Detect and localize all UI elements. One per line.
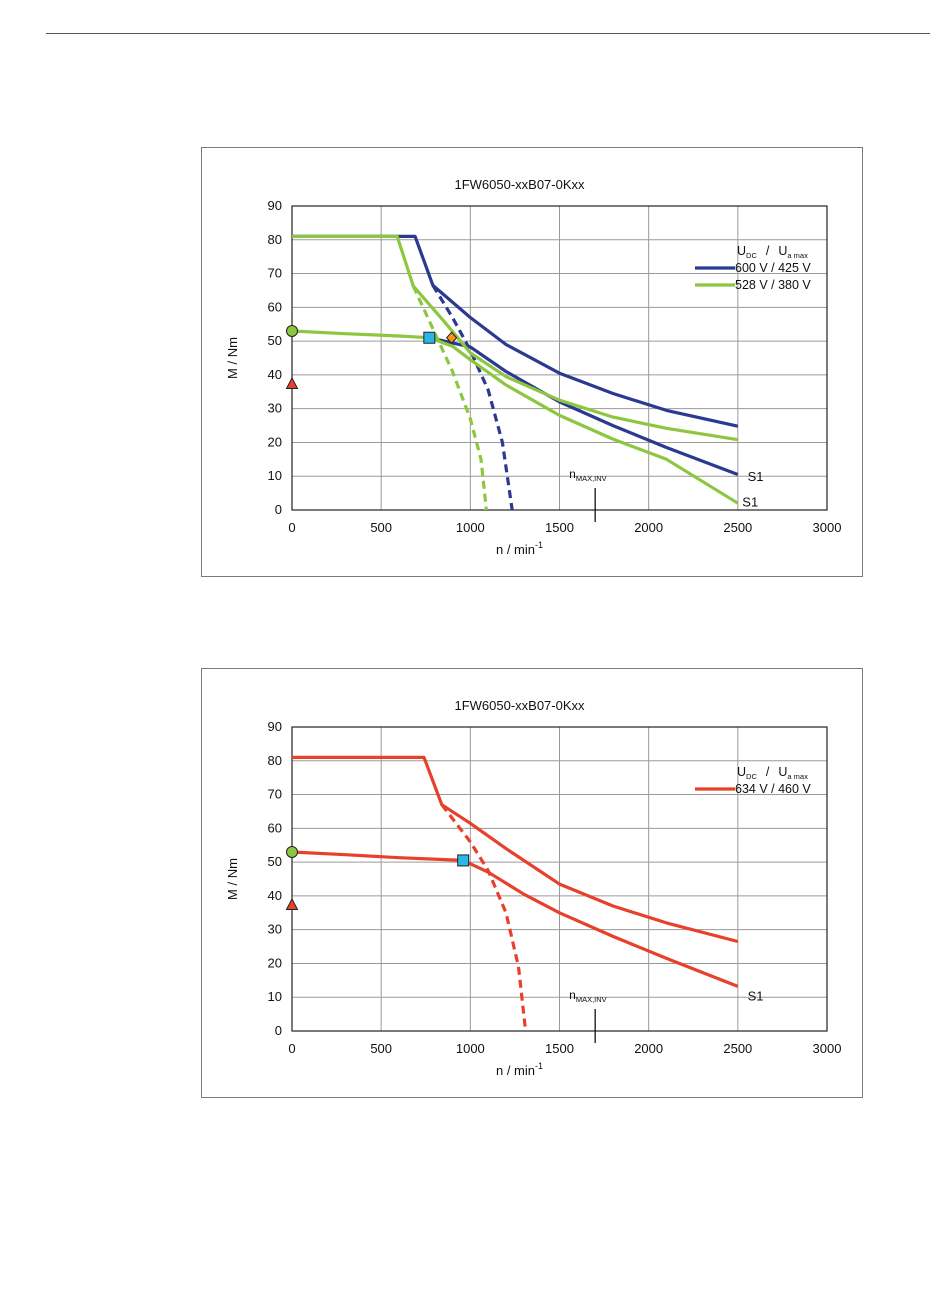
c1-xtick-label-0: 0 <box>288 520 295 535</box>
c2-plot-area <box>291 726 828 1032</box>
c2-marker-square-2 <box>457 854 470 867</box>
c1-xlabel: n / min-1 <box>496 540 543 557</box>
c1-legend-label-0: 600 V / 425 V <box>735 261 811 275</box>
c1-series-line-5 <box>411 285 488 511</box>
c1-xtick-label-1: 500 <box>370 520 392 535</box>
chart-svg-2: 0 10 20 30 40 50 60 70 80 90 0 500 1000 1500 2000 2500 3… <box>225 698 842 1078</box>
c1-plot-area <box>291 205 828 511</box>
c1-legend-u: U <box>737 244 746 258</box>
c1-ytick-label-1: 10 <box>268 468 282 483</box>
c2-ytick-label-1: 10 <box>268 989 282 1004</box>
chart-svg-1: 0 10 20 30 40 50 60 70 80 90 0 500 1000 1500 2000 2500 3… <box>225 177 842 557</box>
c1-series-line-4 <box>291 329 739 505</box>
c2-ytick-label-0: 0 <box>275 1023 282 1038</box>
c1-ytick-label-8: 80 <box>268 232 282 247</box>
c2-xlabel: n / min-1 <box>496 1061 543 1078</box>
c2-xtick-label-3: 1500 <box>545 1041 574 1056</box>
c1-ylabel: M / Nm <box>225 337 240 379</box>
c1-annotation-s1-0: S1 <box>748 469 764 484</box>
c2-series-line-1 <box>291 850 739 988</box>
c1-marker-circle-0 <box>286 324 298 337</box>
c1-xtick-label-5: 2500 <box>723 520 752 535</box>
c1-series-line-3 <box>292 234 739 442</box>
c1-legend-header: UDC / Ua max <box>737 244 808 260</box>
c1-marker-diamond-3 <box>445 331 458 344</box>
c2-xlabel-sup: -1 <box>535 1061 543 1071</box>
c1-nmax-label: nMAX,INV <box>569 467 607 483</box>
torque-speed-chart-2: 0 10 20 30 40 50 60 70 80 90 0 500 1000 1500 2000 2500 3… <box>201 668 863 1098</box>
c2-chart-title: 1FW6050-xxB07-0Kxx <box>454 698 585 713</box>
c1-legend-amax: a max <box>787 251 808 260</box>
c2-ytick-label-5: 50 <box>268 854 282 869</box>
c1-xtick-label-2: 1000 <box>456 520 485 535</box>
c1-xlabel-main: n / min <box>496 542 535 557</box>
c2-ytick-label-6: 60 <box>268 820 282 835</box>
c2-ytick-label-4: 40 <box>268 888 282 903</box>
header-rule <box>46 33 930 34</box>
c1-nmax-main: n <box>569 467 576 481</box>
c2-ytick-label-8: 80 <box>268 753 282 768</box>
c2-xtick-label-0: 0 <box>288 1041 295 1056</box>
c1-xlabel-sup: -1 <box>535 540 543 550</box>
c1-legend-label-1: 528 V / 380 V <box>735 278 811 292</box>
c1-ytick-label-0: 0 <box>275 502 282 517</box>
c2-xtick-label-2: 1000 <box>456 1041 485 1056</box>
c1-ytick-label-2: 20 <box>268 434 282 449</box>
c2-xtick-label-5: 2500 <box>723 1041 752 1056</box>
c2-nmax-label: nMAX,INV <box>569 988 607 1004</box>
c2-nmax-sub: MAX,INV <box>576 995 607 1004</box>
c1-ytick-label-6: 60 <box>268 299 282 314</box>
c1-chart-title: 1FW6050-xxB07-0Kxx <box>454 177 585 192</box>
c1-ytick-label-5: 50 <box>268 333 282 348</box>
c1-ytick-label-9: 90 <box>268 198 282 213</box>
c2-ytick-label-2: 20 <box>268 955 282 970</box>
c2-xtick-label-1: 500 <box>370 1041 392 1056</box>
c2-nmax-main: n <box>569 988 576 1002</box>
c2-xlabel-main: n / min <box>496 1063 535 1078</box>
c2-legend-u: U <box>737 765 746 779</box>
c2-annotation-s1-0: S1 <box>748 989 764 1004</box>
c2-marker-circle-0 <box>286 845 298 858</box>
c1-nmax-sub: MAX,INV <box>576 474 607 483</box>
c2-xtick-label-6: 3000 <box>813 1041 842 1056</box>
c2-ytick-label-7: 70 <box>268 787 282 802</box>
c1-legend-dc: DC <box>746 251 757 260</box>
c1-annotation-s1-1: S1 <box>742 495 758 510</box>
c2-marker-triangle-1 <box>285 897 299 911</box>
c1-xtick-label-4: 2000 <box>634 520 663 535</box>
c2-legend-u2: U <box>778 765 787 779</box>
c2-legend-amax: a max <box>787 772 808 781</box>
c1-ytick-label-7: 70 <box>268 266 282 281</box>
c1-legend-sep: / <box>766 244 770 258</box>
c1-series-line-2 <box>431 284 514 511</box>
torque-speed-chart-1: 0 10 20 30 40 50 60 70 80 90 0 500 1000 1500 2000 2500 3… <box>201 147 863 577</box>
c1-legend-u2: U <box>778 244 787 258</box>
c2-ytick-label-9: 90 <box>268 719 282 734</box>
c2-legend-dc: DC <box>746 772 757 781</box>
c2-legend-label-0: 634 V / 460 V <box>735 782 811 796</box>
c1-marker-triangle-1 <box>285 376 299 390</box>
c1-ytick-label-4: 40 <box>268 367 282 382</box>
c1-marker-square-2 <box>423 331 436 344</box>
c1-xtick-label-3: 1500 <box>545 520 574 535</box>
c2-series-line-0 <box>292 755 739 944</box>
c2-xtick-label-4: 2000 <box>634 1041 663 1056</box>
c1-ytick-label-3: 30 <box>268 401 282 416</box>
c2-ytick-label-3: 30 <box>268 922 282 937</box>
c2-legend-sep: / <box>766 765 770 779</box>
c1-xtick-label-6: 3000 <box>813 520 842 535</box>
c2-legend-header: UDC / Ua max <box>737 765 808 781</box>
c1-series-line-0 <box>292 234 739 428</box>
c2-ylabel: M / Nm <box>225 858 240 900</box>
